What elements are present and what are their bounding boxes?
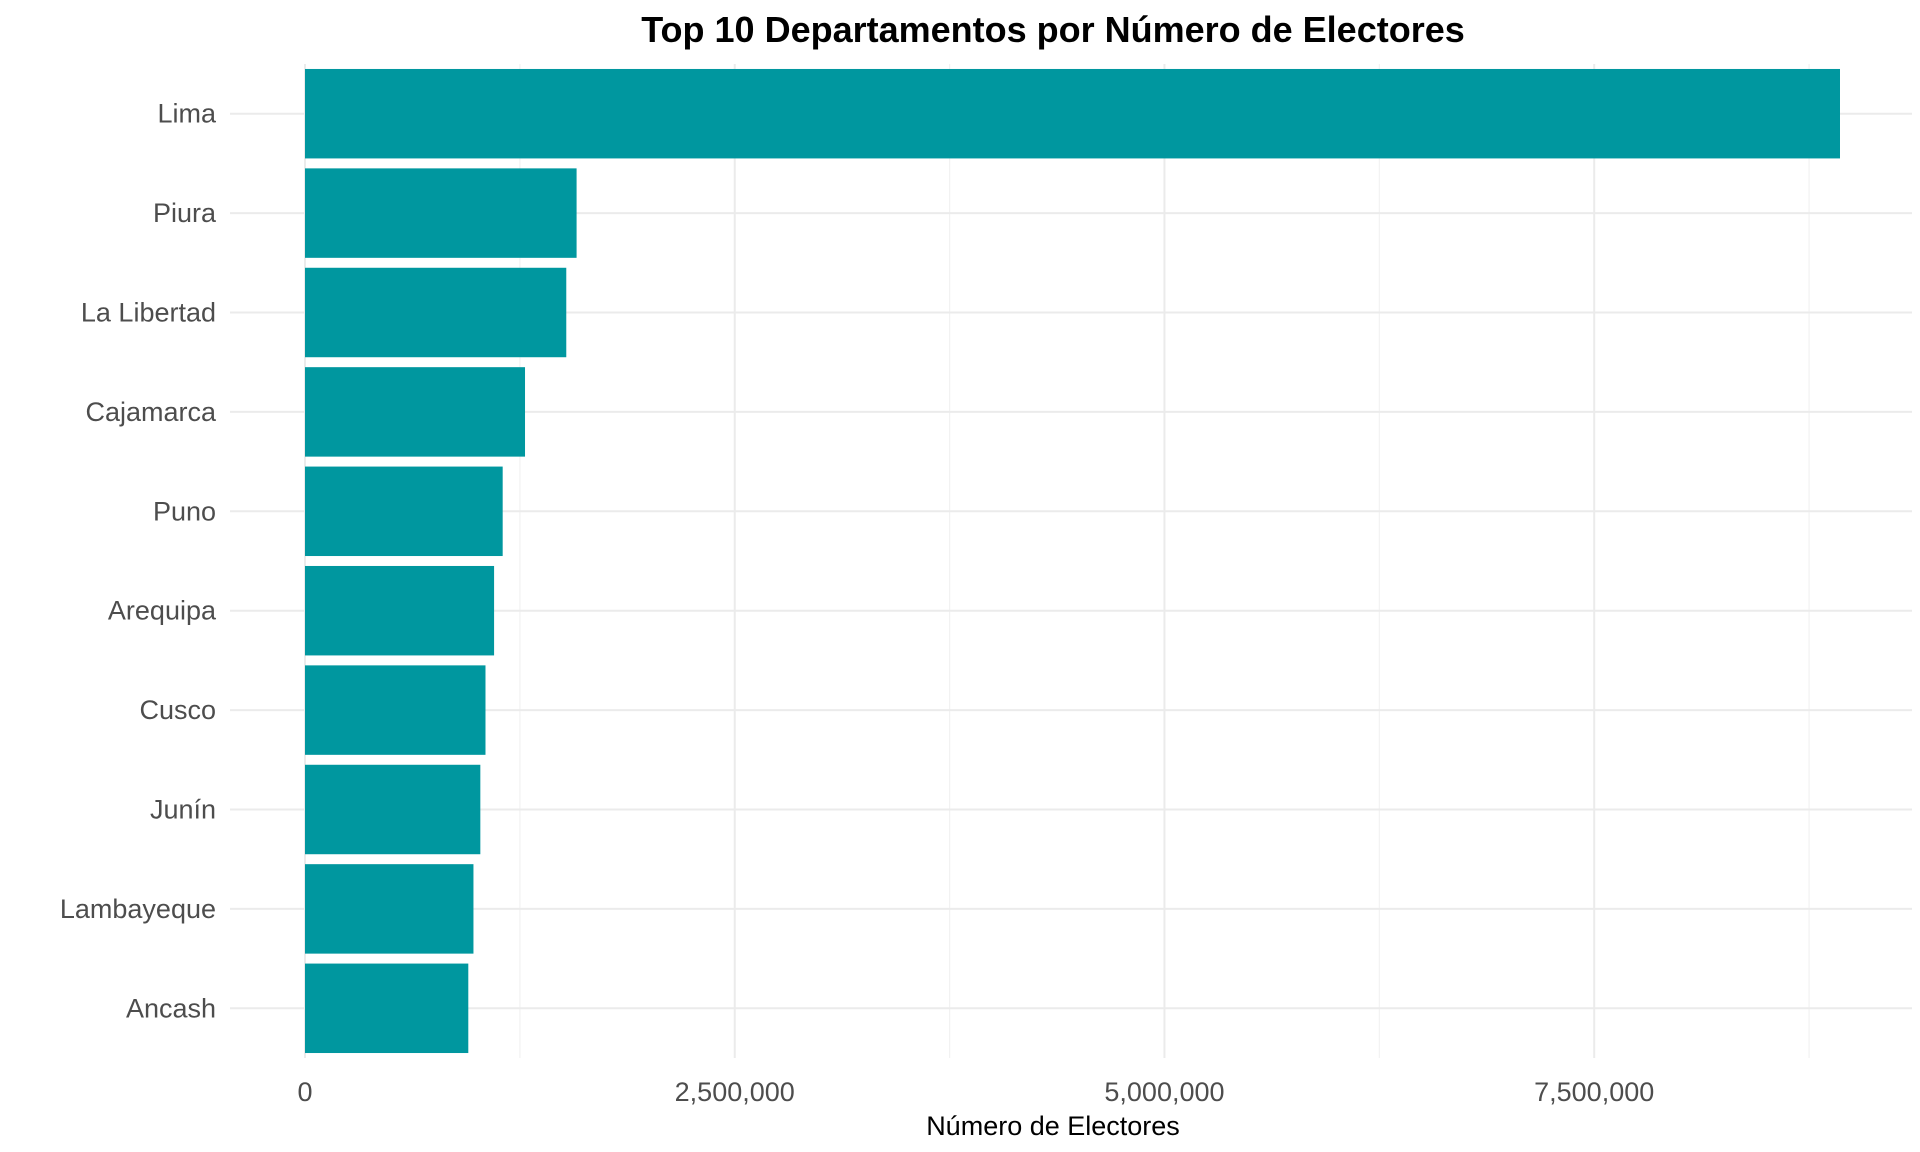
y-tick-label: La Libertad <box>81 298 216 328</box>
x-axis-title: Número de Electores <box>926 1111 1180 1141</box>
bar <box>305 267 567 358</box>
bar <box>305 466 503 557</box>
bar <box>305 963 469 1054</box>
x-tick-label: 2,500,000 <box>675 1077 795 1107</box>
y-tick-label: Lambayeque <box>60 894 216 924</box>
y-tick-label: Piura <box>153 198 217 228</box>
y-tick-label: Puno <box>153 496 216 526</box>
y-tick-label: Lima <box>157 99 217 129</box>
y-axis-labels: Lima Piura La Libertad Cajamarca Puno Arequip… <box>60 99 217 1024</box>
bars <box>305 68 1840 1054</box>
bar <box>305 68 1840 159</box>
bar <box>305 367 526 457</box>
bar <box>305 168 577 258</box>
x-tick-label: 7,500,000 <box>1534 1077 1654 1107</box>
bar <box>305 665 486 755</box>
x-tick-label: 5,000,000 <box>1104 1077 1224 1107</box>
y-tick-label: Cusco <box>139 695 216 725</box>
y-tick-label: Cajamarca <box>85 397 217 427</box>
x-axis-labels: 0 2,500,000 5,000,000 7,500,000 <box>297 1077 1654 1107</box>
x-tick-label: 0 <box>297 1077 312 1107</box>
bar <box>305 864 474 954</box>
chart-title: Top 10 Departamentos por Número de Elect… <box>641 9 1465 50</box>
bar <box>305 565 495 656</box>
bar <box>305 764 481 855</box>
y-tick-label: Ancash <box>126 993 216 1023</box>
y-tick-label: Junín <box>150 795 216 825</box>
y-tick-label: Arequipa <box>108 596 217 626</box>
